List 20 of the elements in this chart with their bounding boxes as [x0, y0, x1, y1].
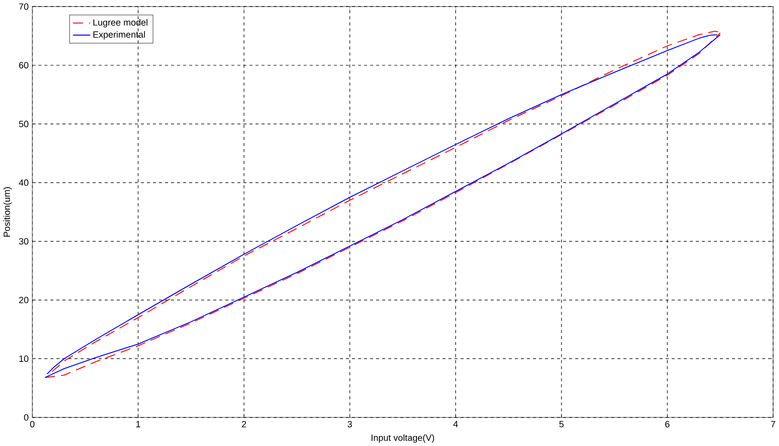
- x-tick-label: 5: [559, 420, 564, 428]
- legend-label: Lugree model: [93, 18, 148, 28]
- y-tick-label: 30: [19, 238, 28, 245]
- x-tick-label: 1: [136, 420, 140, 428]
- y-tick-label: 70: [19, 3, 28, 10]
- y-tick-label: 40: [18, 179, 28, 186]
- y-tick-label: 20: [19, 296, 28, 304]
- y-tick-label: 60: [19, 62, 28, 68]
- x-tick-label: 2: [242, 420, 246, 428]
- y-tick-label: 50: [19, 120, 28, 128]
- x-tick-label: 4: [453, 420, 458, 428]
- legend-label: Experimental: [93, 31, 145, 40]
- y-axis-title: Position(um): [3, 187, 12, 237]
- y-tick-label: 0: [24, 414, 28, 421]
- x-axis-title: Input voltage(V): [372, 434, 434, 443]
- x-tick-label: 6: [665, 420, 670, 428]
- x-tick-label: 7: [771, 420, 776, 428]
- x-tick-label: 0: [30, 420, 34, 428]
- y-tick-label: 10: [19, 355, 28, 362]
- x-tick-label: 3: [348, 420, 352, 428]
